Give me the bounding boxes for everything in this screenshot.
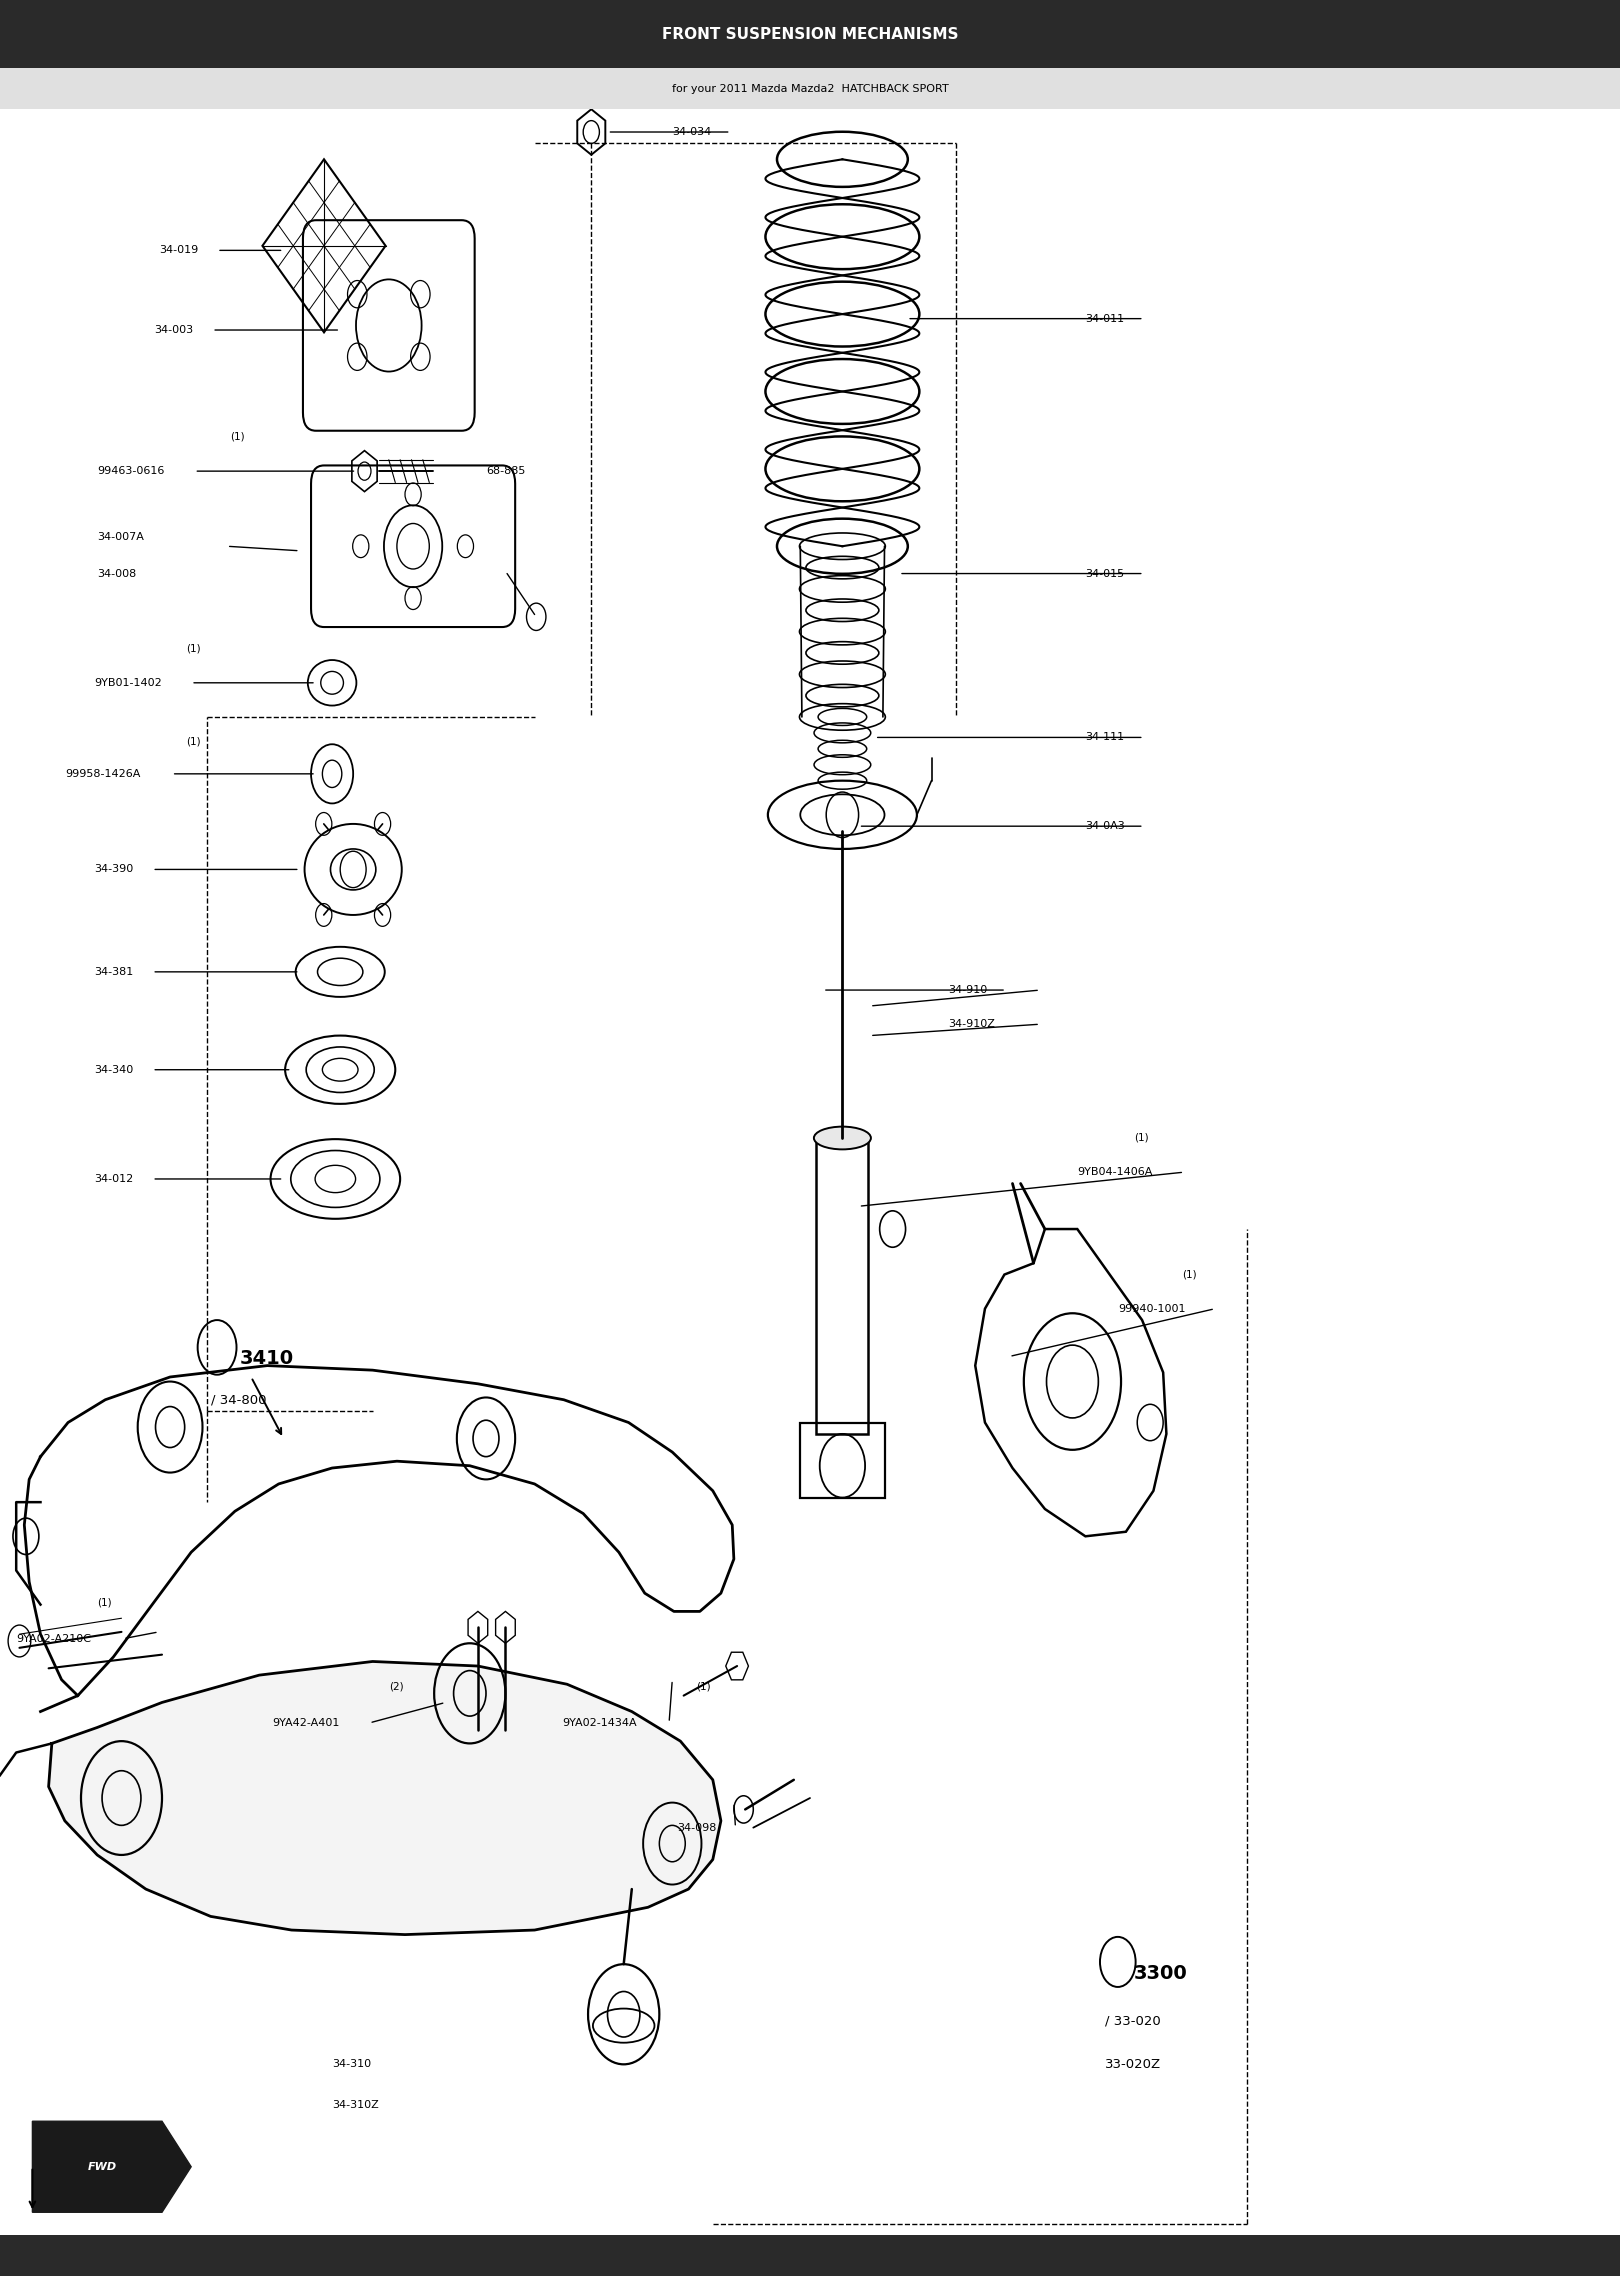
- Text: 9YA42-A401: 9YA42-A401: [272, 1718, 340, 1727]
- Text: (1): (1): [697, 1682, 711, 1691]
- Text: 34-390: 34-390: [94, 865, 133, 874]
- Text: 34-310Z: 34-310Z: [332, 2101, 379, 2110]
- Bar: [0, 2235, 1620, 2276]
- Text: 33-020Z: 33-020Z: [1105, 2058, 1162, 2071]
- Text: 34-910: 34-910: [948, 986, 987, 995]
- Text: 34-910Z: 34-910Z: [948, 1020, 995, 1029]
- Text: (1): (1): [230, 432, 245, 442]
- Bar: [800, 1422, 885, 1498]
- Text: 3300: 3300: [1134, 1964, 1187, 1982]
- Text: 9YB04-1406A: 9YB04-1406A: [1077, 1168, 1153, 1177]
- Text: (2): (2): [389, 1682, 403, 1691]
- Text: 34-012: 34-012: [94, 1174, 133, 1184]
- Text: / 34-800: / 34-800: [211, 1393, 266, 1407]
- Polygon shape: [32, 2121, 191, 2212]
- Text: 34-381: 34-381: [94, 967, 133, 976]
- Text: / 33-020: / 33-020: [1105, 2014, 1160, 2028]
- Text: 34-007A: 34-007A: [97, 533, 144, 542]
- Text: 9YA02-A210C: 9YA02-A210C: [16, 1634, 91, 1643]
- Text: 99958-1426A: 99958-1426A: [65, 769, 141, 778]
- Text: 34-340: 34-340: [94, 1065, 133, 1074]
- Text: 68-885: 68-885: [486, 467, 525, 476]
- Bar: [0, 0, 1620, 68]
- Text: 3410: 3410: [240, 1350, 293, 1368]
- Text: 34-015: 34-015: [1085, 569, 1124, 578]
- Text: 34-008: 34-008: [97, 569, 136, 578]
- Text: for your 2011 Mazda Mazda2  HATCHBACK SPORT: for your 2011 Mazda Mazda2 HATCHBACK SPO…: [672, 84, 948, 93]
- Text: 34-098: 34-098: [677, 1823, 716, 1832]
- Text: 34-019: 34-019: [159, 246, 198, 255]
- Text: 9YB01-1402: 9YB01-1402: [94, 678, 162, 687]
- Text: 34-011: 34-011: [1085, 314, 1124, 323]
- Text: 9YA02-1434A: 9YA02-1434A: [562, 1718, 637, 1727]
- Text: FRONT SUSPENSION MECHANISMS: FRONT SUSPENSION MECHANISMS: [661, 27, 959, 41]
- Text: (1): (1): [186, 737, 201, 747]
- Text: 34-310: 34-310: [332, 2060, 371, 2069]
- Text: FWD: FWD: [87, 2162, 117, 2171]
- Text: 34-0A3: 34-0A3: [1085, 822, 1126, 831]
- Text: 34-034: 34-034: [672, 127, 711, 137]
- Text: 99940-1001: 99940-1001: [1118, 1304, 1186, 1313]
- Ellipse shape: [813, 1127, 872, 1149]
- Polygon shape: [49, 1661, 721, 1935]
- Text: (1): (1): [97, 1598, 112, 1607]
- Bar: [0, 68, 1620, 109]
- Text: (1): (1): [186, 644, 201, 653]
- Text: 34-003: 34-003: [154, 325, 193, 335]
- Text: 99463-0616: 99463-0616: [97, 467, 165, 476]
- Bar: [816, 1138, 868, 1434]
- Text: (1): (1): [1183, 1270, 1197, 1279]
- Text: 34-111: 34-111: [1085, 733, 1124, 742]
- Text: (1): (1): [1134, 1133, 1149, 1143]
